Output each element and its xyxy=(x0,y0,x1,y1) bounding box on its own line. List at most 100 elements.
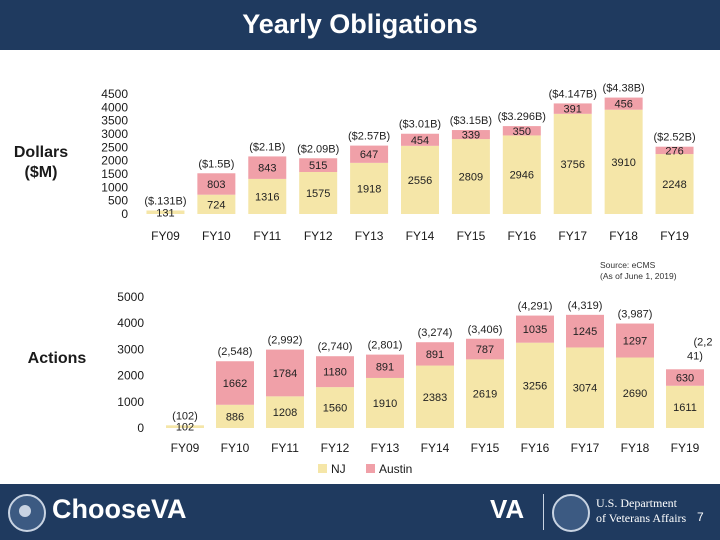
actions-total-label: (2,2 xyxy=(694,336,713,348)
dollars-bar-austin xyxy=(553,103,592,114)
actions-bar-austin xyxy=(366,354,404,378)
actions-category-label: FY11 xyxy=(271,441,299,455)
actions-value-label: 1245 xyxy=(573,326,597,338)
dollars-category-label: FY14 xyxy=(406,229,435,243)
dollars-value-label: 350 xyxy=(513,126,531,138)
actions-category-label: FY12 xyxy=(321,441,350,455)
actions-value-label: 2690 xyxy=(623,388,647,400)
actions-category-label: FY18 xyxy=(621,441,650,455)
dollars-bar-austin xyxy=(451,130,490,140)
dollars-value-label: 2809 xyxy=(459,172,483,184)
dollars-category-label: FY12 xyxy=(304,229,333,243)
actions-value-label: 3074 xyxy=(573,383,597,395)
actions-bar-nj xyxy=(166,425,204,428)
actions-value-label: 1662 xyxy=(223,378,247,390)
actions-bar-nj xyxy=(266,396,304,428)
actions-bar-nj xyxy=(466,359,504,428)
actions-bar-austin xyxy=(566,314,604,348)
actions-total-label: (2,548) xyxy=(218,346,253,358)
actions-category-label: FY14 xyxy=(421,441,450,455)
actions-bar-nj xyxy=(566,347,604,428)
dollars-total-label: ($2.09B) xyxy=(297,143,339,155)
dollars-value-label: 803 xyxy=(207,179,225,191)
dollars-bar-nj xyxy=(553,113,592,214)
actions-bar-austin xyxy=(216,361,254,405)
dollars-value-label: 647 xyxy=(360,149,378,161)
choose-va-logo: ChooseVA xyxy=(52,494,187,525)
dollars-bar-nj xyxy=(146,210,185,214)
dollars-total-label: ($3.15B) xyxy=(450,115,492,127)
source-note: Source: eCMS (As of June 1, 2019) xyxy=(600,260,718,282)
dollars-value-label: 391 xyxy=(564,104,582,116)
actions-legend-swatch xyxy=(318,464,327,473)
dollars-category-label: FY16 xyxy=(507,229,536,243)
actions-value-label: 2619 xyxy=(473,389,497,401)
dollars-bar-austin xyxy=(401,133,439,146)
actions-total-label: (3,274) xyxy=(418,327,453,339)
actions-bar-nj xyxy=(316,387,354,428)
actions-value-label: 787 xyxy=(476,344,494,356)
actions-ytick-label: 2000 xyxy=(117,369,144,383)
dollars-value-label: 339 xyxy=(462,130,480,142)
actions-bar-austin xyxy=(416,342,454,366)
actions-category-label: FY17 xyxy=(571,441,600,455)
actions-value-label: 1560 xyxy=(323,403,347,415)
dept-line-2: of Veterans Affairs xyxy=(596,511,687,525)
dollars-total-label: ($2.57B) xyxy=(348,131,390,143)
dollars-total-label: ($1.5B) xyxy=(198,158,234,170)
actions-total-label: (2,801) xyxy=(368,340,403,352)
footer-divider xyxy=(543,494,544,530)
actions-value-label: 102 xyxy=(176,422,194,434)
actions-category-label: FY15 xyxy=(471,441,500,455)
dollars-axis-label-text: Dollars ($M) xyxy=(13,144,69,181)
actions-total-label: (3,406) xyxy=(468,324,503,336)
actions-total-label: (2,992) xyxy=(268,335,303,347)
dollars-ytick-label: 4500 xyxy=(101,87,128,101)
dollars-total-label: ($3.296B) xyxy=(498,111,546,123)
actions-value-label: 1035 xyxy=(523,324,547,336)
dollars-ytick-label: 1000 xyxy=(101,180,128,194)
actions-legend-label: Austin xyxy=(379,462,412,476)
page-number: 7 xyxy=(697,510,704,524)
dollars-value-label: 724 xyxy=(207,199,225,211)
dollars-ytick-label: 3000 xyxy=(101,127,128,141)
dollars-category-label: FY17 xyxy=(558,229,587,243)
dollars-category-label: FY19 xyxy=(660,229,689,243)
dollars-bar-austin xyxy=(350,145,389,163)
va-logo: VA xyxy=(490,494,525,524)
title-bar: Yearly Obligations xyxy=(0,0,720,50)
dollars-category-label: FY13 xyxy=(355,229,384,243)
dollars-axis-label: Dollars ($M) xyxy=(6,143,76,183)
actions-total-label: (3,987) xyxy=(618,309,653,321)
obligations-chart: 050010001500200025003000350040004500131(… xyxy=(101,83,713,476)
actions-ytick-label: 5000 xyxy=(117,290,144,304)
actions-value-label: 630 xyxy=(676,373,694,385)
dollars-category-label: FY10 xyxy=(202,229,231,243)
actions-legend-label: NJ xyxy=(331,462,346,476)
dollars-total-label: ($4.38B) xyxy=(603,83,645,95)
department-name: U.S. Department of Veterans Affairs xyxy=(596,496,686,526)
actions-bar-austin xyxy=(466,338,504,360)
dollars-value-label: 276 xyxy=(665,145,683,157)
dollars-value-label: 2556 xyxy=(408,175,432,187)
source-line-2: (As of June 1, 2019) xyxy=(600,271,677,281)
dollars-value-label: 1575 xyxy=(306,188,330,200)
page-title: Yearly Obligations xyxy=(242,9,478,39)
dollars-bar-nj xyxy=(655,154,694,214)
actions-bar-austin xyxy=(316,356,354,388)
va-seal-icon xyxy=(8,494,46,532)
actions-bar-austin xyxy=(666,369,704,386)
dollars-bar-nj xyxy=(248,178,287,214)
dollars-category-label: FY18 xyxy=(609,229,638,243)
dollars-total-label: ($3.01B) xyxy=(399,119,441,131)
actions-value-label: 1910 xyxy=(373,398,397,410)
actions-axis-label: Actions xyxy=(27,350,87,367)
actions-category-label: FY13 xyxy=(371,441,400,455)
dollars-bar-nj xyxy=(604,109,643,214)
actions-value-label: 2383 xyxy=(423,392,447,404)
actions-value-label: 1180 xyxy=(323,367,347,379)
choose-text: Choose xyxy=(52,494,152,524)
actions-ytick-label: 0 xyxy=(137,421,144,435)
actions-category-label: FY10 xyxy=(221,441,250,455)
dollars-bar-nj xyxy=(350,162,389,214)
